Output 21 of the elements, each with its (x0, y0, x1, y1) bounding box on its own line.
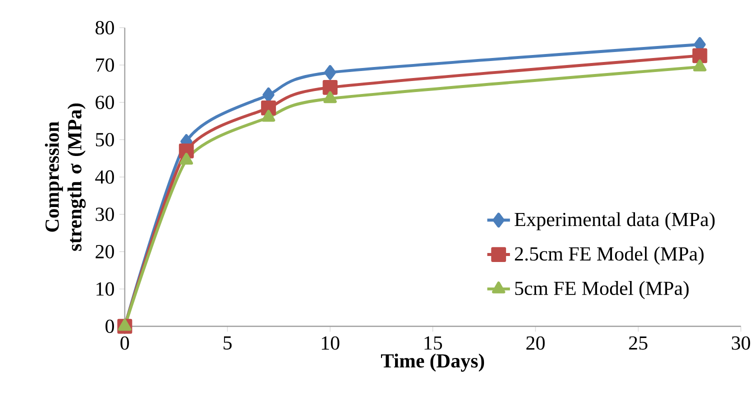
y-tick-label: 10 (96, 282, 114, 296)
x-tick-label: 15 (424, 336, 442, 350)
y-tick-label: 80 (96, 20, 114, 34)
x-tick-label: 0 (120, 336, 129, 350)
y-tick-label: 70 (96, 58, 114, 72)
legend-label: 2.5cm FE Model (MPa) (514, 246, 704, 265)
x-axis-title: Time (Days) (381, 354, 484, 372)
y-tick-label: 60 (96, 96, 114, 110)
x-tick-label: 25 (629, 336, 648, 350)
legend-label: Experimental data (MPa) (514, 212, 715, 230)
x-tick-label: 10 (322, 336, 340, 350)
y-tick-label: 40 (95, 170, 114, 184)
x-tick-label: 30 (732, 336, 750, 350)
legend-label: 5cm FE Model (MPa) (515, 281, 689, 300)
y-tick-label: 50 (96, 132, 114, 146)
y-axis-title: Compression strength σ (MPa) (44, 103, 86, 251)
x-tick-label: 5 (224, 336, 232, 350)
y-tick-label: 30 (96, 208, 114, 222)
x-tick-label: 20 (526, 336, 545, 350)
y-tick-label: 20 (96, 244, 114, 258)
y-tick-label: 0 (106, 320, 114, 334)
